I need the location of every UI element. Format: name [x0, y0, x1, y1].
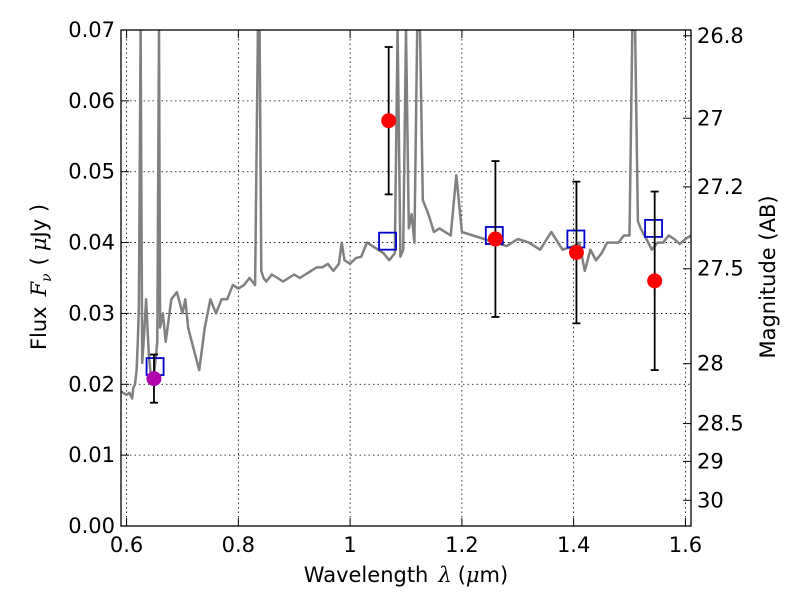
- model-point: [644, 218, 663, 238]
- y-tick-label: 0.03: [68, 301, 115, 325]
- observed-point: [568, 244, 584, 260]
- y2-tick-label: 27.2: [697, 175, 744, 199]
- y2-tick-label: 26.8: [697, 24, 744, 48]
- y-tick-label: 0.04: [68, 231, 115, 255]
- template-spectrum-line: [121, 30, 691, 400]
- y-tick-label: 0.06: [68, 89, 115, 113]
- y2-tick-label: 28: [697, 352, 724, 376]
- observed-point: [487, 231, 503, 247]
- axis-ticks: 0.6 0.8 1 1.2 1.4 1.6 0.00 0.01 0.02 0.03 0.04 0.05…: [68, 18, 744, 557]
- y2-axis-title: Magnitude (AB): [756, 195, 780, 358]
- y-tick-label: 0.02: [68, 372, 115, 396]
- y2-tick-label: 30: [697, 488, 724, 512]
- x-tick-label: 1: [343, 533, 356, 557]
- y-tick-label: 0.05: [68, 160, 115, 184]
- x-tick-label: 1.6: [669, 533, 702, 557]
- y-tick-label: 0.01: [68, 443, 115, 467]
- observed-point: [146, 371, 162, 387]
- y2-tick-label: 29: [697, 449, 724, 473]
- plot-frame: [120, 29, 692, 527]
- x-tick-label: 0.6: [110, 533, 143, 557]
- data-points-layer: [145, 46, 663, 404]
- x-tick-label: 1.2: [445, 533, 478, 557]
- y2-tick-label: 28.5: [697, 412, 744, 436]
- y-tick-label: 0.07: [68, 18, 115, 42]
- y2-tick-label: 27: [697, 106, 724, 130]
- x-tick-label: 0.8: [222, 533, 255, 557]
- y2-tick-label: 27.5: [697, 257, 744, 281]
- model-point: [378, 231, 397, 251]
- observed-point: [647, 273, 663, 289]
- y-tick-label: 0.00: [68, 514, 115, 538]
- observed-point: [381, 113, 397, 129]
- x-tick-label: 1.4: [557, 533, 590, 557]
- x-axis-title: Wavelength λ (μm): [304, 563, 508, 587]
- template-spectrum-layer: [121, 30, 691, 400]
- y-axis-title: FluxFν(μJy ): [27, 204, 55, 350]
